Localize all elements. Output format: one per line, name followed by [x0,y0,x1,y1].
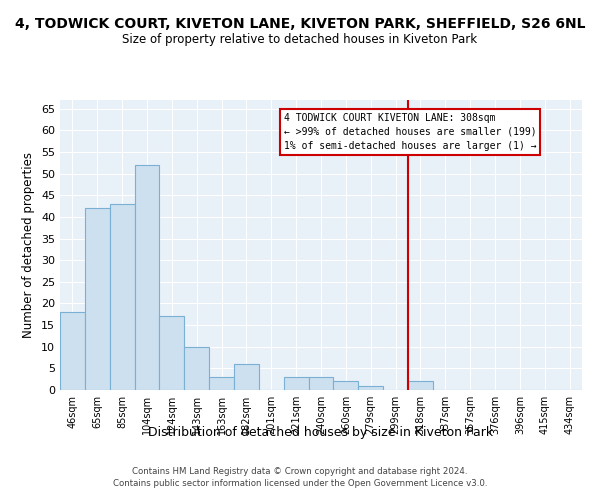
Text: Distribution of detached houses by size in Kiveton Park: Distribution of detached houses by size … [148,426,494,439]
Text: 4 TODWICK COURT KIVETON LANE: 308sqm
← >99% of detached houses are smaller (199): 4 TODWICK COURT KIVETON LANE: 308sqm ← >… [284,113,536,151]
Bar [85,208,110,390]
Bar [308,377,334,390]
Text: 4, TODWICK COURT, KIVETON LANE, KIVETON PARK, SHEFFIELD, S26 6NL: 4, TODWICK COURT, KIVETON LANE, KIVETON … [15,18,585,32]
Bar [358,386,383,390]
Text: Size of property relative to detached houses in Kiveton Park: Size of property relative to detached ho… [122,32,478,46]
Bar [110,204,134,390]
Bar [284,377,308,390]
Bar [160,316,184,390]
Bar [134,165,160,390]
Bar [234,364,259,390]
Y-axis label: Number of detached properties: Number of detached properties [22,152,35,338]
Bar [209,377,234,390]
Bar [184,346,209,390]
Bar [408,382,433,390]
Bar [334,382,358,390]
Text: Contains HM Land Registry data © Crown copyright and database right 2024.
Contai: Contains HM Land Registry data © Crown c… [113,466,487,487]
Bar [60,312,85,390]
